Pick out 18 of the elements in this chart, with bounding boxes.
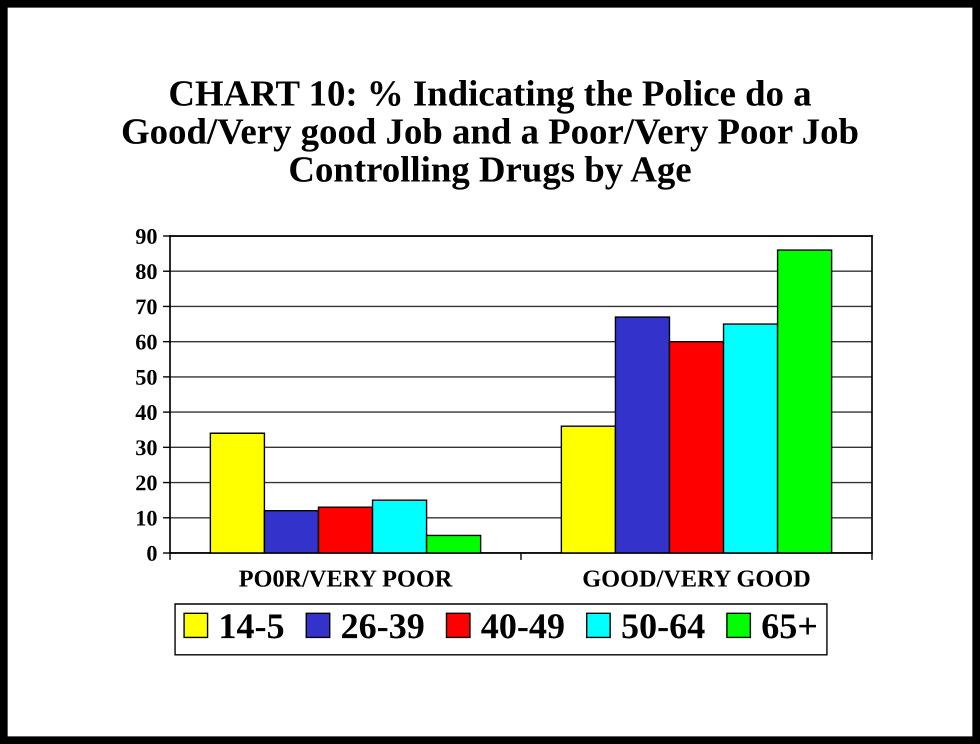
chart-title: CHART 10: % Indicating the Police do a Good/Very good Job and a Poor/Very Poor Job Controlling Drugs by Age [122, 80, 858, 190]
legend-label: 26-39 [342, 614, 424, 638]
y-tick-label: 80 [136, 264, 157, 280]
x-tick-label: PO0R/VERY POOR [239, 570, 453, 587]
legend-label: 50-64 [622, 614, 705, 638]
x-tick-label: GOOD/VERY GOOD [583, 570, 810, 587]
legend-label: 40-49 [481, 614, 564, 638]
y-tick-label: 30 [136, 440, 157, 456]
y-tick-label: 10 [137, 510, 157, 526]
y-tick-label: 70 [136, 299, 157, 314]
y-tick-label: 0 [147, 546, 157, 561]
legend-label: 65+ [762, 614, 816, 638]
y-tick-label: 50 [136, 370, 157, 385]
y-tick-label: 20 [136, 475, 157, 490]
y-tick-label: 40 [136, 405, 157, 420]
legend-label: 14-5 [221, 614, 284, 638]
y-tick-label: 90 [136, 228, 157, 244]
y-tick-label: 60 [136, 334, 157, 350]
